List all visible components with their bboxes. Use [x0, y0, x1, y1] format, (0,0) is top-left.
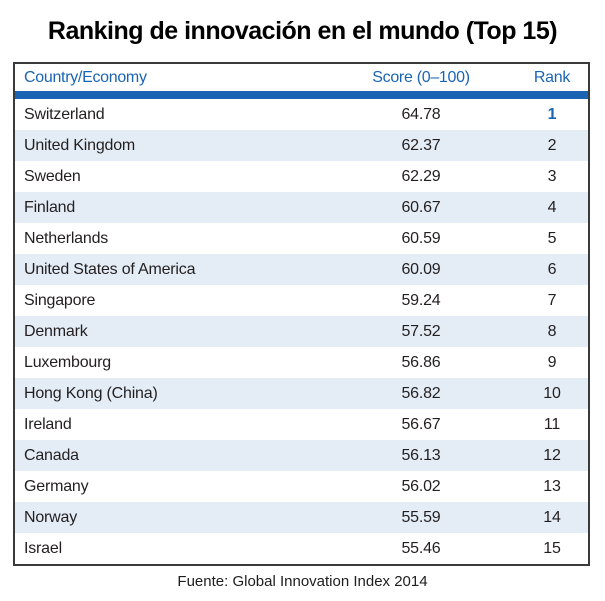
- rank-cell: 10: [543, 384, 561, 402]
- score-cell: 55.46: [401, 539, 441, 557]
- table-header-row: Country/Economy Score (0–100) Rank: [15, 64, 588, 91]
- table-row: Sweden 62.29 3: [15, 161, 588, 192]
- table-row: United Kingdom 62.37 2: [15, 130, 588, 161]
- country-cell: Norway: [24, 508, 78, 526]
- header-divider-bar: [15, 91, 588, 99]
- table-row: Luxembourg 56.86 9: [15, 347, 588, 378]
- rank-cell: 9: [547, 353, 557, 371]
- score-cell: 62.37: [401, 136, 441, 154]
- score-cell: 60.59: [401, 229, 441, 247]
- country-cell: Luxembourg: [24, 353, 111, 371]
- score-cell: 56.86: [401, 353, 441, 371]
- ranking-table: Country/Economy Score (0–100) Rank Switz…: [13, 62, 590, 566]
- table-row: Hong Kong (China) 56.82 10: [15, 378, 588, 409]
- column-header-country: Country/Economy: [24, 68, 147, 86]
- rank-cell: 4: [547, 198, 557, 216]
- rank-cell: 8: [547, 322, 557, 340]
- score-cell: 56.82: [401, 384, 441, 402]
- rank-cell: 3: [547, 167, 557, 185]
- score-cell: 56.13: [401, 446, 441, 464]
- rank-cell: 6: [547, 260, 557, 278]
- country-cell: Israel: [24, 539, 62, 557]
- score-cell: 56.67: [401, 415, 441, 433]
- table-row: Canada 56.13 12: [15, 440, 588, 471]
- table-row: Ireland 56.67 11: [15, 409, 588, 440]
- rank-cell: 5: [547, 229, 557, 247]
- score-cell: 64.78: [401, 105, 441, 123]
- table-row: Finland 60.67 4: [15, 192, 588, 223]
- rank-cell: 1: [547, 105, 557, 123]
- table-row: Switzerland 64.78 1: [15, 99, 588, 130]
- table-row: Norway 55.59 14: [15, 502, 588, 533]
- country-cell: Denmark: [24, 322, 88, 340]
- country-cell: Hong Kong (China): [24, 384, 158, 402]
- rank-cell: 11: [543, 415, 561, 433]
- score-cell: 60.09: [401, 260, 441, 278]
- rank-cell: 15: [543, 539, 561, 557]
- score-cell: 59.24: [401, 291, 441, 309]
- rank-cell: 14: [543, 508, 561, 526]
- rank-cell: 7: [547, 291, 557, 309]
- table-row: Denmark 57.52 8: [15, 316, 588, 347]
- country-cell: Sweden: [24, 167, 81, 185]
- country-cell: United Kingdom: [24, 136, 136, 154]
- table-body: Switzerland 64.78 1 United Kingdom 62.37…: [15, 99, 588, 564]
- country-cell: Finland: [24, 198, 76, 216]
- source-caption: Fuente: Global Innovation Index 2014: [177, 573, 428, 590]
- country-cell: Canada: [24, 446, 79, 464]
- table-row: United States of America 60.09 6: [15, 254, 588, 285]
- country-cell: Netherlands: [24, 229, 109, 247]
- country-cell: Switzerland: [24, 105, 105, 123]
- country-cell: Singapore: [24, 291, 96, 309]
- page-title: Ranking de innovación en el mundo (Top 1…: [47, 17, 558, 45]
- score-cell: 55.59: [401, 508, 441, 526]
- rank-cell: 13: [543, 477, 561, 495]
- score-cell: 56.02: [401, 477, 441, 495]
- country-cell: United States of America: [24, 260, 196, 278]
- table-row: Singapore 59.24 7: [15, 285, 588, 316]
- rank-cell: 12: [543, 446, 561, 464]
- table-row: Israel 55.46 15: [15, 533, 588, 564]
- table-row: Netherlands 60.59 5: [15, 223, 588, 254]
- country-cell: Germany: [24, 477, 89, 495]
- table-row: Germany 56.02 13: [15, 471, 588, 502]
- rank-cell: 2: [547, 136, 557, 154]
- score-cell: 62.29: [401, 167, 441, 185]
- column-header-score: Score (0–100): [372, 68, 470, 86]
- column-header-rank: Rank: [533, 68, 571, 86]
- country-cell: Ireland: [24, 415, 72, 433]
- score-cell: 60.67: [401, 198, 441, 216]
- score-cell: 57.52: [401, 322, 441, 340]
